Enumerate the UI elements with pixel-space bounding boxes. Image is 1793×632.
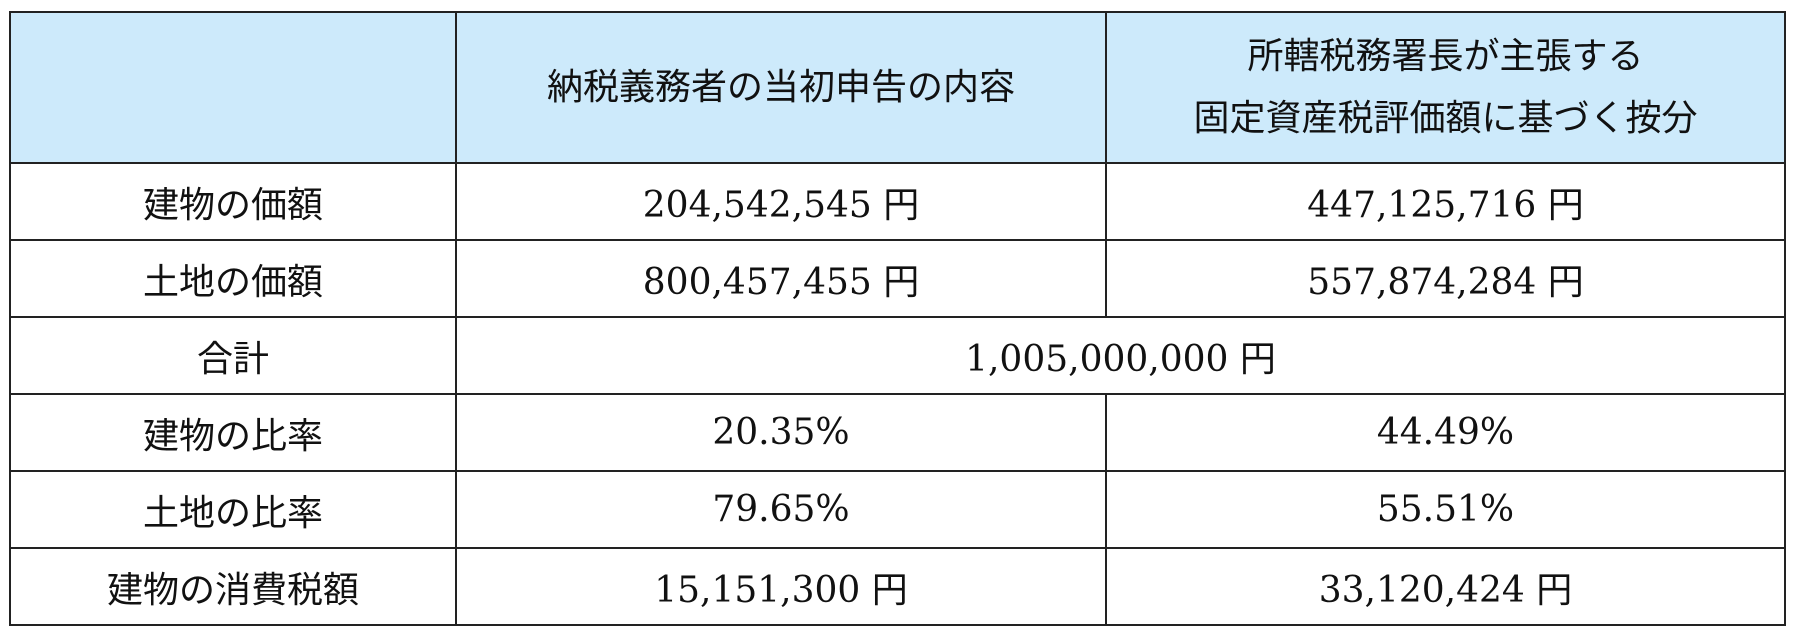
row-label: 合計 xyxy=(9,316,457,395)
cell: 20.35% xyxy=(455,393,1107,472)
row-label: 建物の消費税額 xyxy=(9,547,457,626)
row-label: 建物の比率 xyxy=(9,393,457,472)
row: 合計 1,005,000,000 円 xyxy=(9,316,1786,395)
row-label: 土地の価額 xyxy=(9,239,457,318)
header-cell xyxy=(9,11,457,164)
header-line: 所轄税務署長が主張する xyxy=(1247,35,1644,77)
row-label: 土地の比率 xyxy=(9,470,457,549)
row: 土地の価額 800,457,455 円 557,874,284 円 xyxy=(9,239,1786,318)
header-row: 納税義務者の当初申告の内容 所轄税務署長が主張する固定資産税評価額に基づく按分 xyxy=(9,11,1786,164)
cell: 557,874,284 円 xyxy=(1105,239,1786,318)
cell: 15,151,300 円 xyxy=(455,547,1107,626)
data-table: 納税義務者の当初申告の内容 所轄税務署長が主張する 固定資産税評価額に基づく按分 … xyxy=(9,11,1786,626)
header-cell: 所轄税務署長が主張する固定資産税評価額に基づく按分 xyxy=(1105,11,1786,164)
cell: 79.65% xyxy=(455,470,1107,549)
cell: 55.51% xyxy=(1105,470,1786,549)
cell: 44.49% xyxy=(1105,393,1786,472)
cell: 800,457,455 円 xyxy=(455,239,1107,318)
row-label: 建物の価額 xyxy=(9,162,457,241)
header-cell: 納税義務者の当初申告の内容 xyxy=(455,11,1107,164)
cell: 204,542,545 円 xyxy=(455,162,1107,241)
row: 土地の比率 79.65% 55.51% xyxy=(9,470,1786,549)
header-line: 固定資産税評価額に基づく按分 xyxy=(1193,97,1698,139)
cell: 1,005,000,000 円 xyxy=(455,316,1786,395)
row: 建物の価額 204,542,545 円 447,125,716 円 xyxy=(9,162,1786,241)
cell: 33,120,424 円 xyxy=(1105,547,1786,626)
row: 建物の比率 20.35% 44.49% xyxy=(9,393,1786,472)
row: 建物の消費税額 15,151,300 円 33,120,424 円 xyxy=(9,547,1786,626)
cell: 447,125,716 円 xyxy=(1105,162,1786,241)
